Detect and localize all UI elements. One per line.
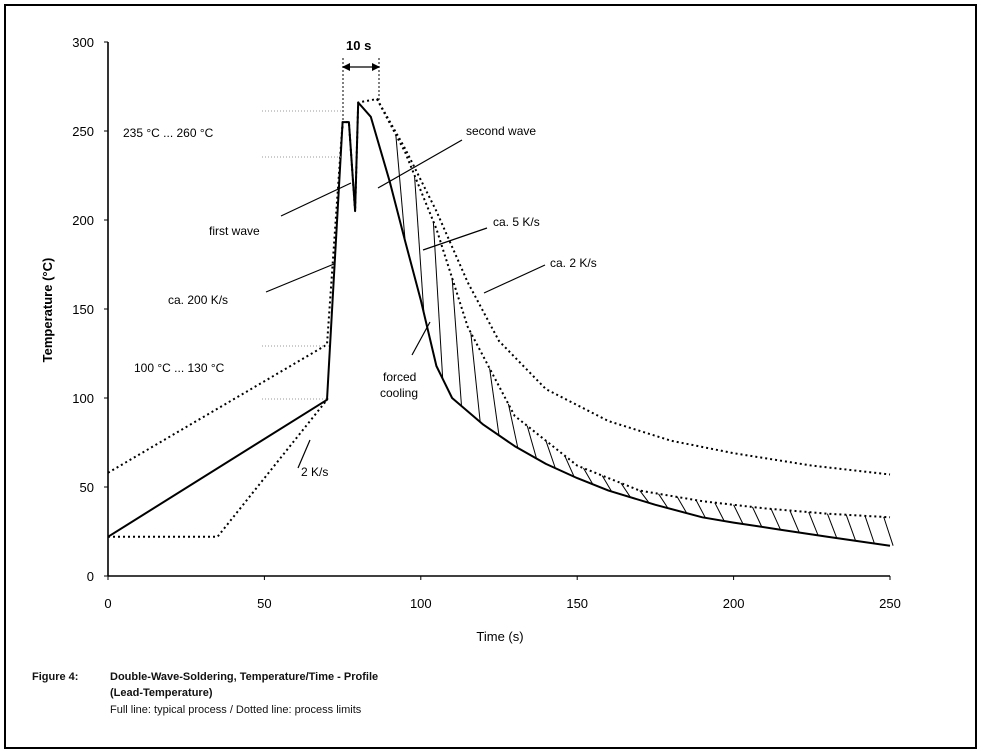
hatch-line-26 bbox=[883, 516, 894, 546]
rate-5-leader bbox=[422, 227, 488, 251]
x-tick-label-50: 50 bbox=[257, 596, 271, 611]
y-tick-label-200: 200 bbox=[72, 213, 94, 228]
figure-label: Figure 4: bbox=[32, 671, 79, 683]
second-wave-label: second wave bbox=[466, 124, 536, 138]
x-tick-label-0: 0 bbox=[104, 596, 111, 611]
x-tick-label-250: 250 bbox=[879, 596, 901, 611]
x-tick-label-150: 150 bbox=[566, 596, 588, 611]
y-tick-label-0: 0 bbox=[87, 569, 94, 584]
axes-group bbox=[107, 42, 890, 577]
hatch-line-1 bbox=[414, 175, 425, 314]
hatch-line-15 bbox=[676, 496, 688, 514]
hatch-line-17 bbox=[714, 502, 725, 522]
first-wave-label: first wave bbox=[209, 224, 260, 238]
hatch-line-19 bbox=[751, 506, 763, 528]
preheat-rate-leader bbox=[297, 439, 311, 469]
figure-frame bbox=[4, 4, 977, 749]
y-tick-label-50: 50 bbox=[80, 480, 94, 495]
hatch-line-18 bbox=[733, 504, 744, 525]
first-wave-leader bbox=[280, 182, 352, 217]
interval-label: 10 s bbox=[346, 38, 371, 53]
rate-2-label: ca. 2 K/s bbox=[550, 256, 597, 270]
hatch-line-4 bbox=[470, 332, 481, 423]
hatch-line-22 bbox=[808, 511, 819, 536]
hatch-line-25 bbox=[864, 515, 875, 544]
hatch-line-9 bbox=[564, 455, 575, 477]
annotation-group: 10 s 235 °C ... 260 °C 100 °C ... 130 °C… bbox=[123, 38, 597, 479]
hatch-line-3 bbox=[451, 277, 462, 407]
hatch-line-13 bbox=[639, 490, 650, 504]
hatch-line-8 bbox=[545, 440, 556, 469]
y-tick-label-100: 100 bbox=[72, 391, 94, 406]
second-wave-leader bbox=[377, 139, 463, 189]
range-low-label: 100 °C ... 130 °C bbox=[134, 361, 225, 375]
series-line-2 bbox=[108, 399, 328, 538]
y-tick-label-300: 300 bbox=[72, 35, 94, 50]
guide-lines bbox=[262, 110, 343, 400]
hatch-line-24 bbox=[845, 514, 857, 541]
y-tick-label-150: 150 bbox=[72, 302, 94, 317]
interval-arrowhead-left bbox=[342, 63, 350, 71]
figure-subtitle: (Lead-Temperature) bbox=[110, 687, 213, 699]
rate-200-label: ca. 200 K/s bbox=[168, 293, 228, 307]
interval-arrowhead-right bbox=[372, 63, 380, 71]
hatch-line-2 bbox=[432, 221, 444, 379]
figure-title: Double-Wave-Soldering, Temperature/Time … bbox=[110, 671, 379, 683]
hatch-line-0 bbox=[395, 134, 406, 242]
tick-group: 0 50 100 150 200 250 0 50 100 150 200 250 300 bbox=[72, 35, 901, 611]
figure-note: Full line: typical process / Dotted line… bbox=[110, 704, 362, 716]
preheat-rate-label: 2 K/s bbox=[301, 465, 328, 479]
series-line-1 bbox=[107, 98, 891, 519]
rate-2-leader bbox=[483, 264, 546, 294]
forced-cooling-label-2: cooling bbox=[380, 386, 418, 400]
hatch-line-16 bbox=[695, 499, 706, 519]
x-tick-label-100: 100 bbox=[410, 596, 432, 611]
hatch-line-23 bbox=[826, 513, 838, 539]
y-tick-label-250: 250 bbox=[72, 124, 94, 139]
forced-cooling-label-1: forced bbox=[383, 370, 416, 384]
hatch-line-21 bbox=[789, 510, 800, 533]
series-line-3 bbox=[376, 98, 891, 476]
series-group bbox=[107, 98, 891, 547]
series-line-0 bbox=[107, 101, 891, 547]
rate-200-leader bbox=[265, 263, 335, 293]
forced-cooling-leader bbox=[411, 321, 431, 356]
hatch-line-11 bbox=[601, 475, 613, 492]
x-axis-title: Time (s) bbox=[476, 629, 523, 644]
y-axis-title: Temperature (°C) bbox=[40, 258, 55, 363]
hatch-line-5 bbox=[489, 368, 500, 436]
x-tick-label-200: 200 bbox=[723, 596, 745, 611]
hatch-line-6 bbox=[507, 403, 519, 448]
hatch-line-12 bbox=[620, 482, 631, 498]
range-high-label: 235 °C ... 260 °C bbox=[123, 126, 214, 140]
hatch-line-7 bbox=[526, 425, 537, 459]
hatch-line-20 bbox=[770, 508, 781, 530]
rate-5-label: ca. 5 K/s bbox=[493, 215, 540, 229]
hatch-line-14 bbox=[658, 493, 669, 509]
cooling-band-hatch bbox=[395, 134, 894, 546]
hatch-line-10 bbox=[583, 467, 594, 485]
